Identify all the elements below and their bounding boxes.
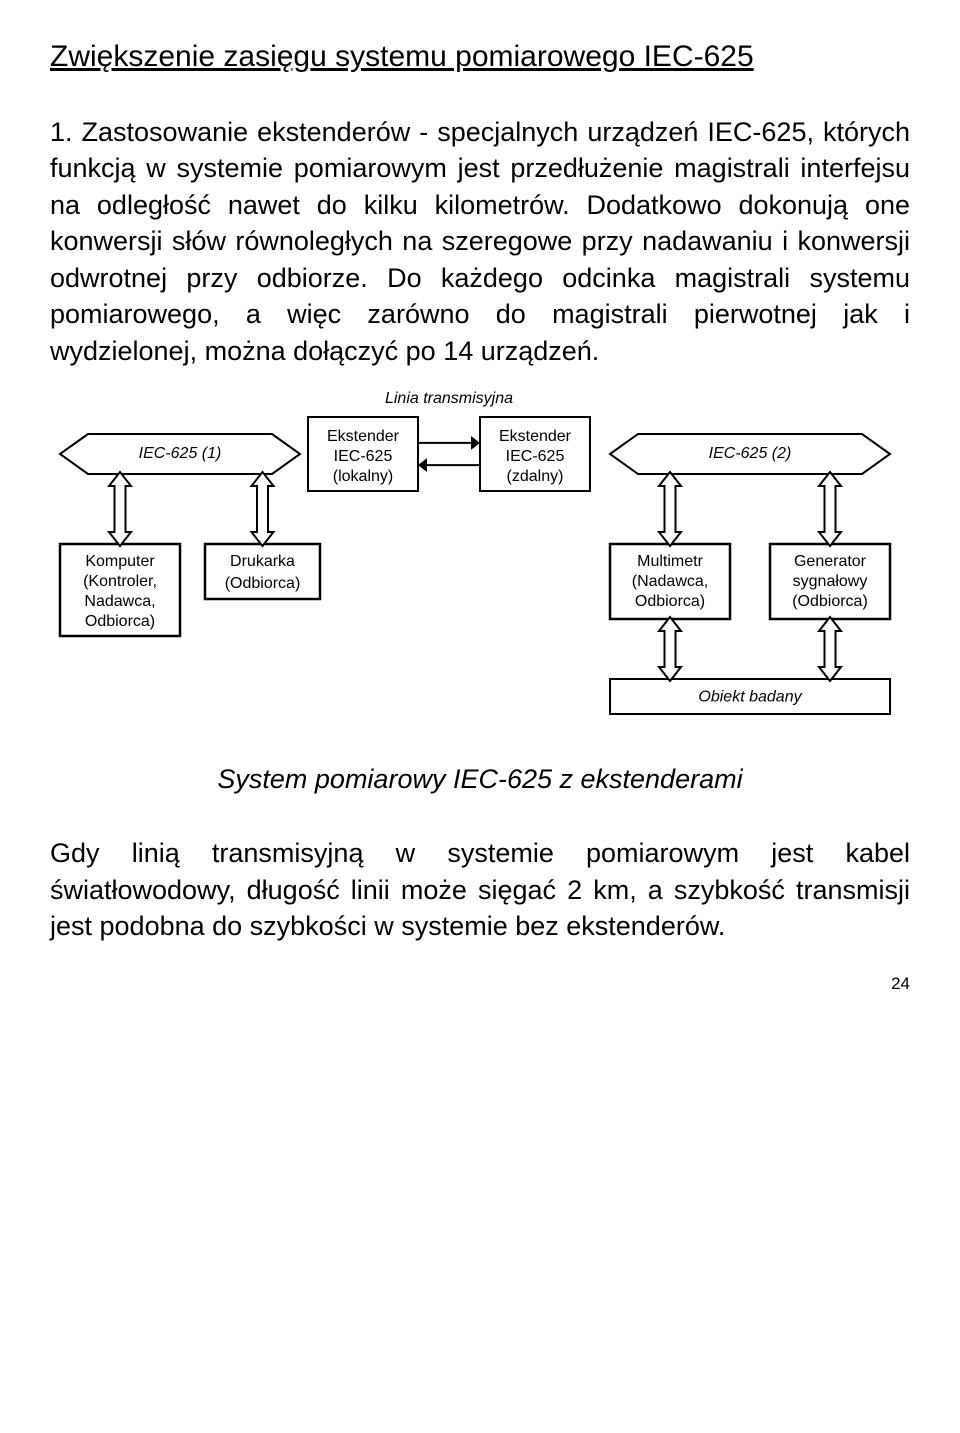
svg-text:sygnałowy: sygnałowy bbox=[793, 573, 868, 590]
svg-text:(lokalny): (lokalny) bbox=[333, 468, 393, 485]
svg-text:Multimetr: Multimetr bbox=[637, 553, 703, 570]
svg-text:Ekstender: Ekstender bbox=[327, 428, 400, 445]
svg-text:Komputer: Komputer bbox=[85, 553, 155, 570]
svg-text:IEC-625: IEC-625 bbox=[334, 448, 393, 465]
svg-text:(Odbiorca): (Odbiorca) bbox=[792, 593, 868, 610]
svg-text:Drukarka: Drukarka bbox=[230, 553, 295, 570]
svg-text:Ekstender: Ekstender bbox=[499, 428, 572, 445]
paragraph-2: Gdy linią transmisyjną w systemie pomiar… bbox=[50, 835, 910, 944]
paragraph-1: 1. Zastosowanie ekstenderów - specjalnyc… bbox=[50, 114, 910, 369]
page-title: Zwiększenie zasięgu systemu pomiarowego … bbox=[50, 40, 910, 74]
system-diagram: Linia transmisyjna IEC-625 (1) IEC-625 (2)… bbox=[50, 379, 910, 739]
diagram-caption: System pomiarowy IEC-625 z ekstenderami bbox=[50, 764, 910, 795]
svg-text:IEC-625 (1): IEC-625 (1) bbox=[139, 445, 222, 462]
page-number: 24 bbox=[50, 974, 910, 994]
svg-text:Nadawca,: Nadawca, bbox=[84, 593, 155, 610]
svg-text:IEC-625 (2): IEC-625 (2) bbox=[709, 445, 792, 462]
svg-text:Generator: Generator bbox=[794, 553, 867, 570]
svg-text:Odbiorca): Odbiorca) bbox=[85, 613, 155, 630]
svg-text:Obiekt badany: Obiekt badany bbox=[698, 689, 802, 706]
svg-text:(Nadawca,: (Nadawca, bbox=[632, 573, 708, 590]
svg-text:Odbiorca): Odbiorca) bbox=[635, 593, 705, 610]
svg-text:(zdalny): (zdalny) bbox=[507, 468, 564, 485]
svg-text:Linia transmisyjna: Linia transmisyjna bbox=[385, 390, 513, 407]
svg-text:(Kontroler,: (Kontroler, bbox=[83, 573, 157, 590]
svg-text:IEC-625: IEC-625 bbox=[506, 448, 565, 465]
svg-text:(Odbiorca): (Odbiorca) bbox=[225, 575, 301, 592]
diagram-container: Linia transmisyjna IEC-625 (1) IEC-625 (2)… bbox=[50, 379, 910, 744]
